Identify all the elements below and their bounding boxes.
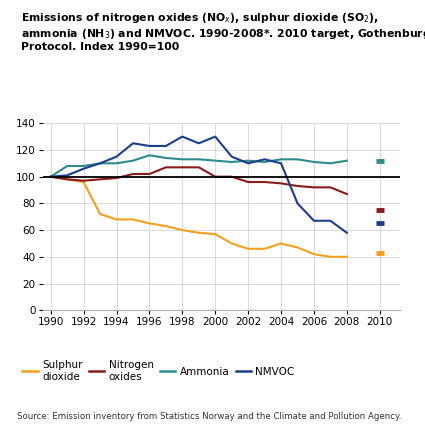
Sulphur
dioxide (81, 179, 86, 184)
Line: NMVOC: NMVOC (51, 136, 347, 233)
Sulphur
dioxide (130, 217, 136, 222)
Sulphur
dioxide (114, 217, 119, 222)
Nitrogen
oxides (262, 179, 267, 184)
Nitrogen
oxides (97, 177, 102, 182)
Nitrogen
oxides (65, 177, 70, 182)
Ammonia (48, 174, 53, 179)
Sulphur
dioxide (344, 254, 349, 259)
Ammonia (97, 161, 102, 166)
Nitrogen
oxides (328, 185, 333, 190)
NMVOC (65, 173, 70, 178)
Ammonia (196, 157, 201, 162)
NMVOC (180, 134, 185, 139)
Nitrogen
oxides (81, 178, 86, 183)
Sulphur
dioxide (295, 245, 300, 250)
Text: Source: Emission inventory from Statistics Norway and the Climate and Pollution : Source: Emission inventory from Statisti… (17, 412, 402, 421)
Ammonia (278, 157, 283, 162)
NMVOC (229, 154, 234, 159)
NMVOC (114, 154, 119, 159)
Ammonia (81, 164, 86, 169)
Nitrogen
oxides (147, 171, 152, 176)
Sulphur
dioxide (328, 254, 333, 259)
NMVOC (344, 230, 349, 235)
NMVOC (246, 161, 251, 166)
NMVOC (163, 143, 168, 148)
Nitrogen
oxides (130, 171, 136, 176)
Ammonia (262, 159, 267, 164)
Ammonia (229, 159, 234, 164)
Text: Emissions of nitrogen oxides (NO$_x$), sulphur dioxide (SO$_2$),
ammonia (NH$_3$: Emissions of nitrogen oxides (NO$_x$), s… (21, 11, 425, 52)
Nitrogen
oxides (114, 176, 119, 181)
Nitrogen
oxides (344, 192, 349, 197)
Sulphur
dioxide (262, 246, 267, 251)
Line: Ammonia: Ammonia (51, 155, 347, 177)
Nitrogen
oxides (48, 174, 53, 179)
NMVOC (328, 218, 333, 223)
Ammonia (344, 158, 349, 163)
Ammonia (130, 158, 136, 163)
Ammonia (328, 161, 333, 166)
Sulphur
dioxide (212, 232, 218, 237)
Ammonia (65, 164, 70, 169)
NMVOC (212, 134, 218, 139)
Sulphur
dioxide (246, 246, 251, 251)
NMVOC (262, 157, 267, 162)
Nitrogen
oxides (229, 174, 234, 179)
Sulphur
dioxide (278, 241, 283, 246)
Sulphur
dioxide (163, 224, 168, 229)
NMVOC (312, 218, 317, 223)
NMVOC (130, 141, 136, 146)
NMVOC (48, 174, 53, 179)
Nitrogen
oxides (246, 179, 251, 184)
Ammonia (114, 161, 119, 166)
Ammonia (147, 153, 152, 158)
Nitrogen
oxides (278, 181, 283, 186)
Nitrogen
oxides (196, 165, 201, 170)
Nitrogen
oxides (163, 165, 168, 170)
Sulphur
dioxide (312, 252, 317, 257)
NMVOC (81, 166, 86, 171)
Nitrogen
oxides (312, 185, 317, 190)
NMVOC (278, 161, 283, 166)
Line: Nitrogen
oxides: Nitrogen oxides (51, 167, 347, 194)
Ammonia (163, 156, 168, 161)
Ammonia (180, 157, 185, 162)
NMVOC (196, 141, 201, 146)
Ammonia (295, 157, 300, 162)
Sulphur
dioxide (147, 221, 152, 226)
NMVOC (147, 143, 152, 148)
Line: Sulphur
dioxide: Sulphur dioxide (51, 177, 347, 257)
Ammonia (212, 158, 218, 163)
Nitrogen
oxides (212, 174, 218, 179)
NMVOC (295, 201, 300, 206)
Sulphur
dioxide (48, 174, 53, 179)
Sulphur
dioxide (180, 227, 185, 232)
Nitrogen
oxides (180, 165, 185, 170)
Legend: Sulphur
dioxide, Nitrogen
oxides, Ammonia, NMVOC: Sulphur dioxide, Nitrogen oxides, Ammoni… (22, 360, 295, 382)
Sulphur
dioxide (196, 230, 201, 235)
Ammonia (246, 158, 251, 163)
Sulphur
dioxide (97, 212, 102, 217)
Nitrogen
oxides (295, 184, 300, 189)
Sulphur
dioxide (65, 177, 70, 182)
NMVOC (97, 161, 102, 166)
Ammonia (312, 159, 317, 164)
Sulphur
dioxide (229, 241, 234, 246)
